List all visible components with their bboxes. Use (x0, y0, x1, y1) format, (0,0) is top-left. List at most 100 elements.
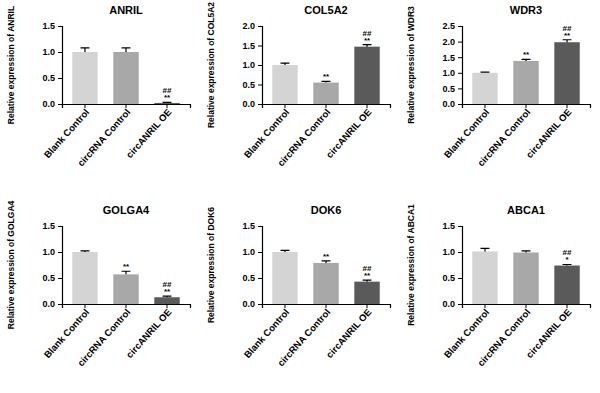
y-tick: 1.5 (442, 53, 462, 63)
y-tick: 1.5 (242, 221, 262, 231)
y-tick-label: 1.5 (42, 21, 55, 31)
panel: 0.00.51.01.5Blank ControlcircRNA Control… (6, 4, 191, 168)
y-tick-mark (258, 85, 262, 86)
significance: ** (164, 287, 171, 296)
y-tick: 1.5 (42, 221, 62, 231)
marks (72, 251, 179, 304)
error-bar (122, 48, 131, 52)
y-axis: 0.00.51.01.5 (242, 221, 262, 309)
y-tick-label: 2.5 (442, 21, 455, 31)
x-tick: circANRIL OE (124, 104, 174, 160)
title: ANRIL (109, 4, 143, 16)
y-axis-title: Relative expression of GOLGA4 (6, 200, 16, 329)
panel: 0.00.51.01.52.02.5Blank ControlcircRNA C… (406, 4, 591, 168)
x-tick-label: circRNA Control (275, 106, 332, 168)
bar (113, 52, 138, 104)
bar (472, 73, 497, 104)
x-tick-mark (326, 104, 327, 108)
y-tick-mark (458, 252, 462, 253)
y-tick-mark (258, 65, 262, 66)
y-tick-label: 1.0 (442, 247, 455, 257)
y-tick-label: 0.5 (442, 84, 455, 94)
significance: ** (164, 93, 171, 102)
x-tick-label: circRNA Control (475, 306, 532, 368)
y-axis-line (258, 227, 263, 305)
y-tick: 1.0 (442, 247, 462, 257)
y-tick-mark (458, 304, 462, 305)
error-bar (522, 59, 531, 61)
x-tick-label: circANRIL OE (124, 106, 174, 160)
marks (272, 45, 379, 104)
x-tick: circRNA Control (475, 104, 532, 168)
y-tick-label: 1.0 (42, 247, 55, 257)
y-tick-mark (58, 104, 62, 105)
y-tick-mark (258, 104, 262, 105)
bar (313, 83, 338, 104)
panel: 0.00.51.01.5Blank ControlcircRNA Control… (406, 204, 591, 369)
significance: ** (123, 262, 130, 271)
bar (354, 282, 379, 304)
y-axis: 0.00.51.01.5 (42, 221, 62, 309)
y-axis: 0.00.51.01.52.0 (242, 21, 262, 109)
bar (513, 253, 538, 304)
y-tick-label: 0.5 (242, 80, 255, 90)
x-tick: circANRIL OE (124, 304, 174, 360)
y-tick-label: 0.0 (442, 99, 455, 109)
error-bar (522, 251, 531, 253)
x-tick-mark (484, 104, 485, 108)
y-tick-label: 0.0 (242, 99, 255, 109)
x-axis: Blank ControlcircRNA ControlcircANRIL OE (42, 104, 191, 168)
y-tick: 0.0 (442, 99, 462, 109)
y-tick-mark (258, 278, 262, 279)
y-tick: 0.5 (42, 273, 62, 283)
bar (513, 61, 538, 104)
y-tick-mark (458, 57, 462, 58)
error-bar (81, 251, 90, 252)
y-axis-title: Relative expression of COL5A2 (206, 2, 216, 128)
bar (72, 52, 97, 104)
title: DOK6 (311, 204, 342, 216)
y-tick-label: 0.5 (42, 273, 55, 283)
x-tick-mark (126, 104, 127, 108)
y-tick-label: 2.0 (242, 21, 255, 31)
significance: ** (364, 36, 371, 45)
bar (554, 42, 579, 104)
x-tick: circRNA Control (75, 304, 132, 368)
y-tick: 1.0 (42, 47, 62, 57)
x-tick-mark (326, 304, 327, 308)
x-tick-mark (126, 304, 127, 308)
y-tick-mark (458, 88, 462, 89)
x-axis: Blank ControlcircRNA ControlcircANRIL OE (42, 304, 191, 368)
y-tick-mark (58, 26, 62, 27)
x-tick-label: circANRIL OE (524, 106, 574, 160)
y-tick: 0.0 (442, 299, 462, 309)
x-tick: circRNA Control (75, 104, 132, 168)
marks (272, 250, 379, 304)
x-tick-label: circRNA Control (275, 306, 332, 368)
y-tick-mark (458, 226, 462, 227)
y-axis-title: Relative expression of WDR3 (406, 6, 416, 124)
x-tick: circANRIL OE (324, 304, 374, 360)
x-axis: Blank ControlcircRNA ControlcircANRIL OE (242, 104, 391, 168)
y-tick-mark (58, 252, 62, 253)
x-axis: Blank ControlcircRNA ControlcircANRIL OE (242, 304, 391, 368)
error-bar (363, 45, 372, 47)
x-tick: circRNA Control (275, 104, 332, 168)
x-tick-mark (567, 304, 568, 308)
y-tick-label: 0.5 (442, 273, 455, 283)
x-axis: Blank ControlcircRNA ControlcircANRIL OE (442, 104, 591, 168)
y-tick: 0.5 (442, 84, 462, 94)
x-tick-mark (167, 304, 168, 308)
y-tick-mark (58, 226, 62, 227)
y-tick-mark (258, 226, 262, 227)
figure: 0.00.51.01.5Blank ControlcircRNA Control… (0, 0, 600, 393)
x-tick-label: circANRIL OE (124, 306, 174, 360)
error-bar (563, 264, 572, 265)
x-tick-mark (567, 104, 568, 108)
error-bar (322, 81, 331, 82)
bar (272, 252, 297, 304)
y-tick: 1.0 (442, 68, 462, 78)
y-axis: 0.00.51.01.5 (42, 21, 62, 109)
x-tick: circANRIL OE (524, 104, 574, 160)
marks (72, 48, 179, 104)
